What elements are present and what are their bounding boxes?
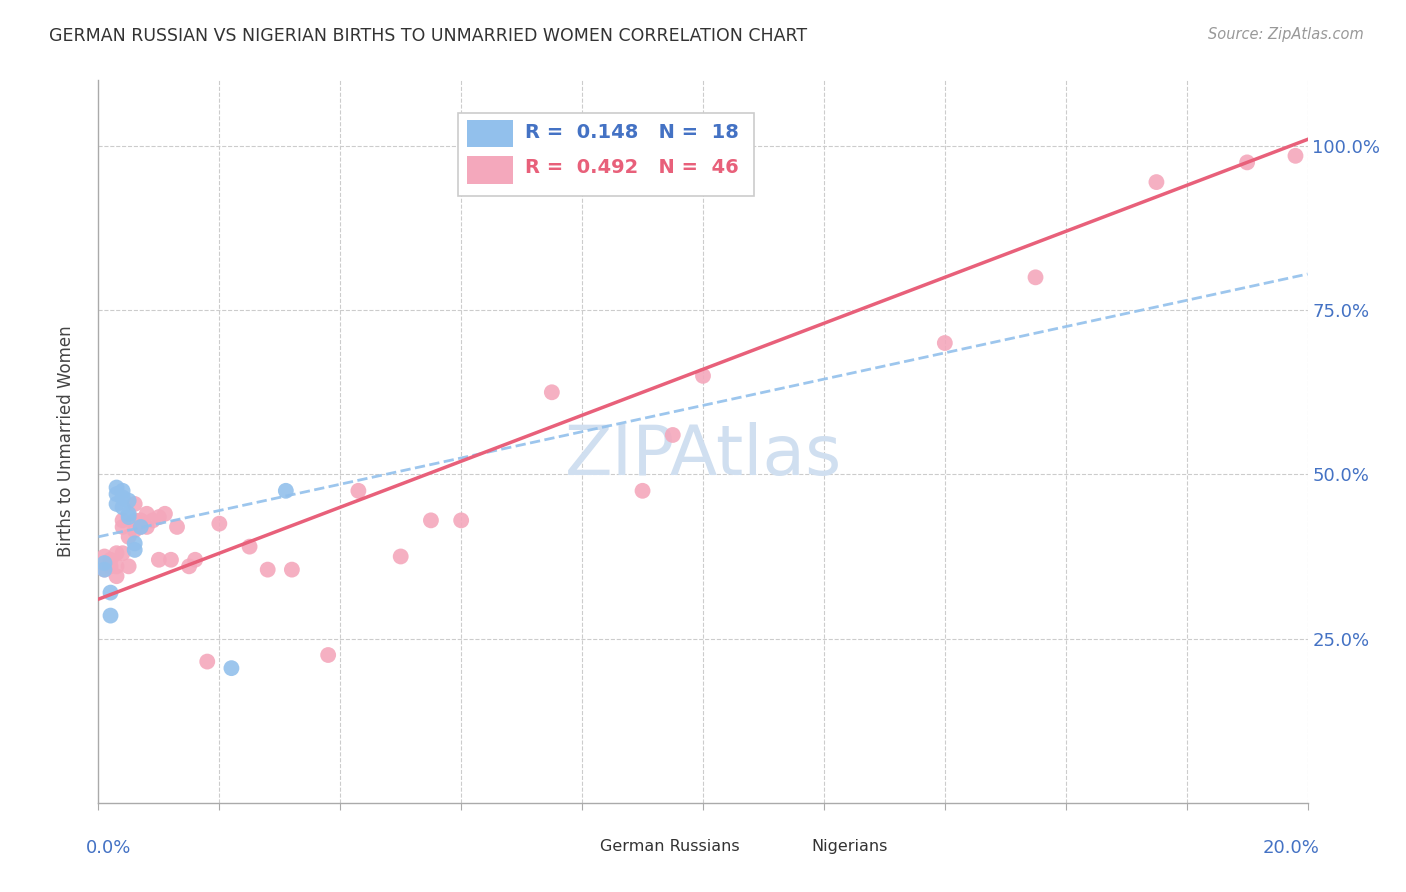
Point	[93, 549, 115, 564]
Point	[631, 483, 654, 498]
Point	[135, 520, 157, 534]
Point	[111, 546, 134, 560]
Point	[118, 510, 141, 524]
Point	[124, 513, 146, 527]
Point	[148, 510, 170, 524]
Point	[118, 530, 141, 544]
FancyBboxPatch shape	[769, 838, 803, 855]
Y-axis label: Births to Unmarried Women: Births to Unmarried Women	[56, 326, 75, 558]
Point	[148, 553, 170, 567]
Point	[1236, 155, 1258, 169]
Point	[129, 520, 152, 534]
FancyBboxPatch shape	[558, 838, 592, 855]
Text: 0.0%: 0.0%	[86, 838, 132, 857]
Point	[105, 569, 128, 583]
Point	[661, 428, 683, 442]
Point	[450, 513, 472, 527]
Point	[111, 520, 134, 534]
Point	[100, 585, 122, 599]
Point	[129, 513, 152, 527]
FancyBboxPatch shape	[467, 120, 513, 147]
Text: German Russians: German Russians	[600, 839, 740, 855]
Point	[281, 563, 304, 577]
FancyBboxPatch shape	[467, 156, 513, 184]
Point	[105, 481, 128, 495]
Point	[124, 542, 146, 557]
Point	[93, 556, 115, 570]
Point	[124, 497, 146, 511]
Point	[100, 553, 122, 567]
Point	[105, 487, 128, 501]
Point	[1284, 149, 1306, 163]
Point	[347, 483, 370, 498]
FancyBboxPatch shape	[457, 112, 754, 196]
Point	[105, 497, 128, 511]
Point	[239, 540, 262, 554]
Point	[274, 483, 297, 498]
Point	[166, 520, 188, 534]
Point	[221, 661, 243, 675]
Point	[111, 500, 134, 515]
Text: 20.0%: 20.0%	[1263, 838, 1320, 857]
Point	[256, 563, 278, 577]
Point	[135, 507, 157, 521]
Point	[124, 536, 146, 550]
Point	[184, 553, 207, 567]
Point	[160, 553, 183, 567]
Text: R =  0.148   N =  18: R = 0.148 N = 18	[526, 123, 740, 142]
Point	[179, 559, 201, 574]
Point	[692, 368, 714, 383]
Point	[129, 520, 152, 534]
Point	[118, 493, 141, 508]
Point	[934, 336, 956, 351]
Point	[195, 655, 218, 669]
Point	[118, 559, 141, 574]
Point	[316, 648, 339, 662]
Point	[105, 559, 128, 574]
Point	[93, 563, 115, 577]
Point	[93, 563, 115, 577]
Text: Source: ZipAtlas.com: Source: ZipAtlas.com	[1208, 27, 1364, 42]
Text: R =  0.492   N =  46: R = 0.492 N = 46	[526, 158, 740, 178]
Point	[389, 549, 412, 564]
Point	[111, 483, 134, 498]
Point	[111, 491, 134, 505]
Text: Nigerians: Nigerians	[811, 839, 889, 855]
Point	[118, 507, 141, 521]
Text: ZIPAtlas: ZIPAtlas	[564, 423, 842, 490]
Point	[100, 608, 122, 623]
Point	[1024, 270, 1046, 285]
Point	[142, 513, 165, 527]
Point	[153, 507, 176, 521]
Text: GERMAN RUSSIAN VS NIGERIAN BIRTHS TO UNMARRIED WOMEN CORRELATION CHART: GERMAN RUSSIAN VS NIGERIAN BIRTHS TO UNM…	[49, 27, 807, 45]
Point	[100, 559, 122, 574]
Point	[1144, 175, 1167, 189]
Point	[111, 513, 134, 527]
Point	[124, 523, 146, 537]
Point	[105, 546, 128, 560]
Point	[208, 516, 231, 531]
Point	[540, 385, 562, 400]
Point	[420, 513, 443, 527]
